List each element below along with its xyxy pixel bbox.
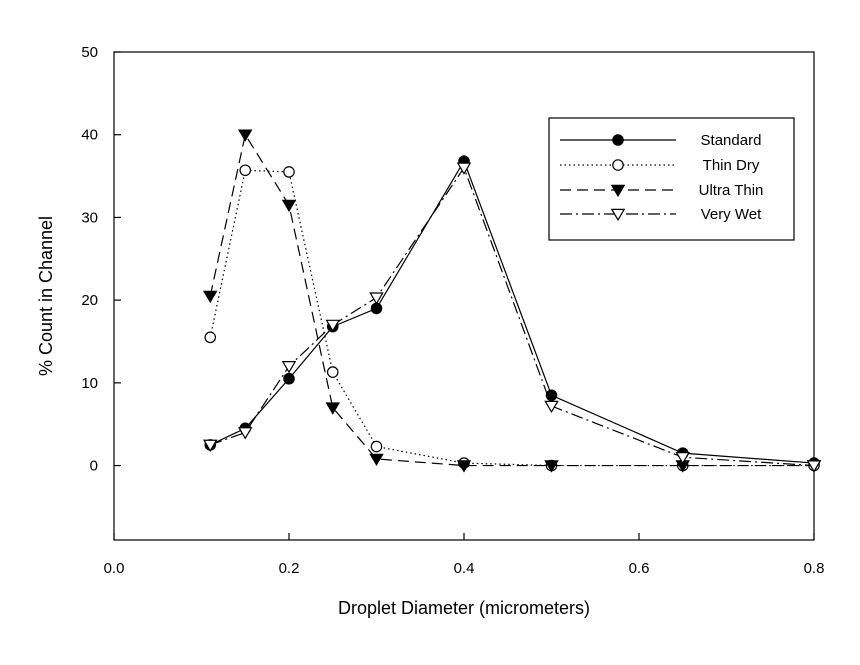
data-point-very-wet [325,319,340,333]
legend-label-standard: Standard [701,132,762,149]
data-point-very-wet [281,361,297,374]
y-axis-title: % Count in Channel [36,216,56,376]
data-point-thin-dry [204,331,217,344]
y-axis-ticks: 0 10 20 30 40 50 [81,44,121,475]
x-tick-label: 0.6 [629,560,650,577]
legend-marker-thin-dry [612,159,624,171]
x-tick-label: 0.8 [804,560,825,577]
data-point-very-wet [456,162,472,175]
data-point-ultra-thin [281,199,297,213]
y-tick-label: 40 [81,127,98,144]
series-layer [203,129,822,473]
data-point-thin-dry [283,166,295,178]
data-point-ultra-thin [325,402,340,415]
legend: Standard Thin Dry Ultra Thin Very Wet [548,117,795,241]
data-point-ultra-thin [369,453,384,467]
x-tick-label: 0.4 [454,560,475,577]
data-point-very-wet [806,460,822,473]
data-point-very-wet [544,400,559,414]
legend-marker-standard [612,134,624,146]
data-point-thin-dry [239,164,252,177]
legend-label-very-wet: Very Wet [701,206,762,223]
series-very-wet [203,162,822,473]
data-point-standard [370,302,383,315]
data-point-very-wet [238,427,253,440]
data-point-thin-dry [326,366,339,378]
x-axis-ticks: 0.0 0.2 0.4 0.6 0.8 [104,533,825,577]
y-tick-label: 20 [81,292,98,309]
legend-label-thin-dry: Thin Dry [703,157,760,174]
data-point-ultra-thin [544,460,559,473]
y-tick-label: 50 [81,44,98,61]
data-point-ultra-thin [203,290,218,304]
legend-marker-ultra-thin [610,184,626,198]
legend-label-ultra-thin: Ultra Thin [699,182,764,199]
data-point-very-wet [203,439,218,452]
data-point-ultra-thin [238,129,253,142]
x-tick-label: 0.2 [279,560,300,577]
data-point-very-wet [675,452,690,465]
x-tick-label: 0.0 [104,560,125,577]
y-tick-label: 30 [81,209,98,226]
data-point-standard [545,389,558,402]
data-point-standard [283,372,295,385]
series-line-ultra-thin [209,133,814,467]
legend-box [548,117,795,241]
data-point-very-wet [369,292,384,305]
legend-marker-very-wet [610,208,626,222]
data-point-thin-dry [370,440,383,453]
data-point-ultra-thin [456,460,472,473]
y-tick-label: 0 [90,458,98,475]
x-axis-title: Droplet Diameter (micrometers) [338,598,590,618]
y-tick-label: 10 [81,375,98,392]
